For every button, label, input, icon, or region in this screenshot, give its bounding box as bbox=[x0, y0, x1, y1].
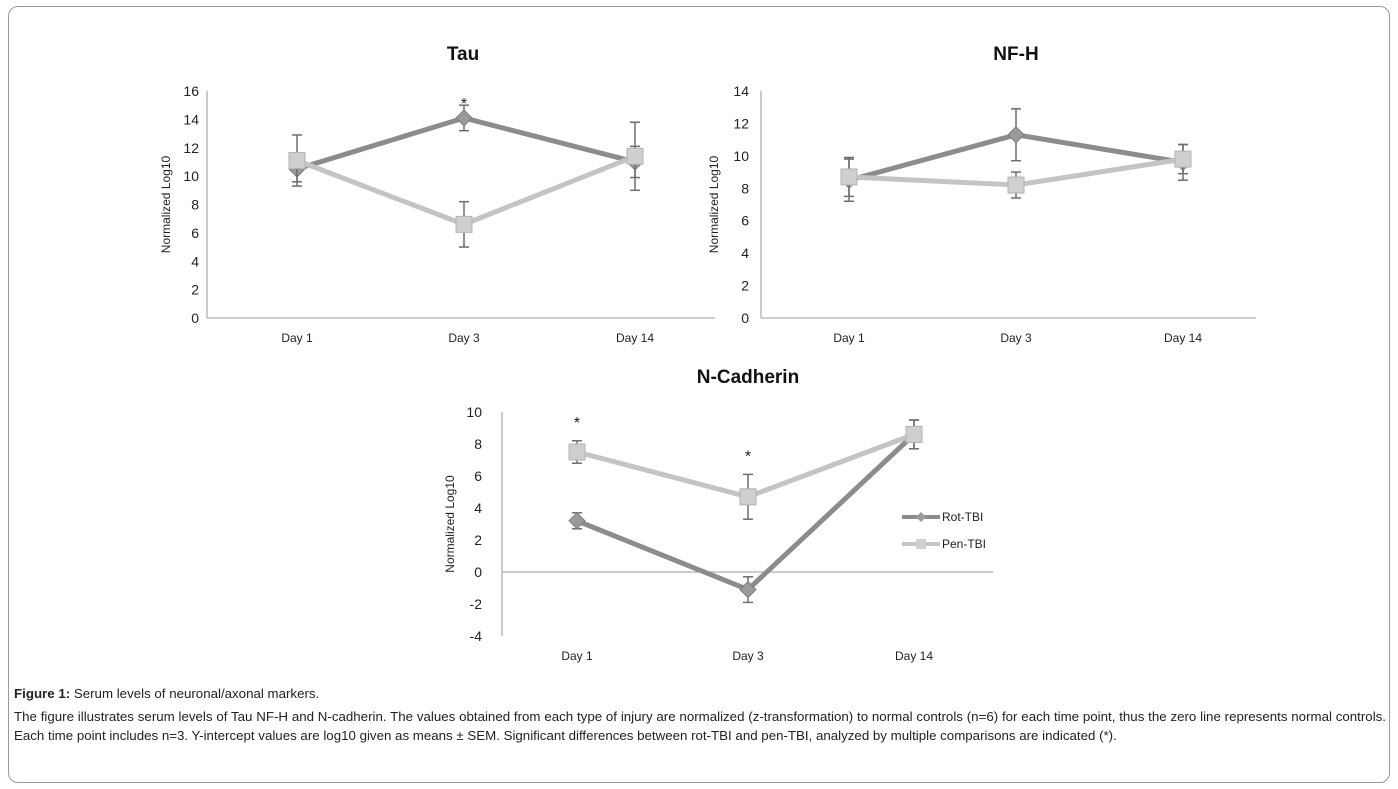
data-point bbox=[455, 215, 473, 233]
data-point bbox=[739, 488, 757, 506]
y-tick-label: 4 bbox=[474, 500, 482, 516]
x-tick-label: Day 14 bbox=[895, 649, 933, 663]
y-tick-label: 4 bbox=[191, 253, 199, 269]
legend-label: Pen-TBI bbox=[942, 537, 986, 551]
figure-frame bbox=[8, 6, 1390, 783]
y-tick-label: 0 bbox=[741, 310, 749, 326]
y-tick-label: 2 bbox=[741, 278, 749, 294]
significance-marker: * bbox=[745, 449, 751, 466]
data-point bbox=[568, 443, 586, 461]
y-tick-label: 8 bbox=[474, 436, 482, 452]
figure-caption-body: The figure illustrates serum levels of T… bbox=[14, 709, 1386, 743]
y-tick-label: 2 bbox=[191, 282, 199, 298]
y-tick-label: 4 bbox=[741, 245, 749, 261]
legend-label: Rot-TBI bbox=[942, 510, 983, 524]
y-tick-label: -4 bbox=[470, 628, 483, 644]
data-point bbox=[1007, 126, 1025, 144]
y-tick-label: 10 bbox=[183, 168, 199, 184]
y-tick-label: 0 bbox=[191, 310, 199, 326]
chart-0: Tau 0 2 4 6 8 10 12 14 16 Day 1 Day 3 Day 14 Normaliz… bbox=[159, 44, 715, 345]
y-tick-label: 6 bbox=[191, 225, 199, 241]
y-tick-label: 10 bbox=[466, 404, 482, 420]
y-tick-label: 6 bbox=[741, 213, 749, 229]
series-Pen-TBI bbox=[288, 121, 644, 248]
data-point bbox=[626, 147, 644, 165]
y-tick-label: -2 bbox=[470, 596, 483, 612]
legend-marker bbox=[916, 539, 926, 549]
x-tick-label: Day 3 bbox=[1000, 331, 1032, 345]
series-line bbox=[296, 153, 636, 227]
y-tick-label: 8 bbox=[741, 180, 749, 196]
y-axis-label: Normalized Log10 bbox=[443, 475, 457, 573]
data-point bbox=[568, 512, 586, 530]
y-axis-label: Normalized Log10 bbox=[159, 155, 173, 253]
figure-label: Figure 1: bbox=[14, 686, 71, 701]
chart-title: Tau bbox=[447, 44, 479, 65]
chart-2: N-Cadherin -4 -2 0 2 4 6 8 10 Day 1 Day 3 Day 14 Nor… bbox=[443, 367, 993, 663]
data-point bbox=[1174, 150, 1192, 168]
y-axis-label: Normalized Log10 bbox=[707, 155, 721, 253]
data-point bbox=[455, 109, 473, 127]
x-tick-label: Day 14 bbox=[616, 331, 654, 345]
x-tick-label: Day 1 bbox=[281, 331, 313, 345]
y-tick-label: 8 bbox=[191, 197, 199, 213]
data-point bbox=[739, 580, 757, 599]
chart-1: NF-H 0 2 4 6 8 10 12 14 Day 1 Day 3 Day 14 Normalize… bbox=[707, 44, 1256, 345]
y-tick-label: 14 bbox=[183, 111, 199, 127]
x-tick-label: Day 1 bbox=[833, 331, 865, 345]
x-tick-label: Day 3 bbox=[732, 649, 764, 663]
y-tick-label: 6 bbox=[474, 468, 482, 484]
significance-marker: * bbox=[574, 415, 580, 432]
series-Pen-TBI bbox=[840, 143, 1192, 199]
x-tick-label: Day 14 bbox=[1164, 331, 1202, 345]
data-point bbox=[288, 152, 306, 170]
y-tick-label: 2 bbox=[474, 532, 482, 548]
data-point bbox=[1007, 176, 1025, 194]
x-tick-label: Day 3 bbox=[448, 331, 480, 345]
series-Rot-TBI bbox=[288, 104, 644, 183]
y-tick-label: 12 bbox=[183, 140, 199, 156]
series-Rot-TBI bbox=[568, 419, 923, 604]
data-point bbox=[905, 425, 923, 443]
series-Pen-TBI bbox=[568, 419, 923, 520]
series-line bbox=[296, 115, 636, 172]
y-tick-label: 16 bbox=[183, 83, 199, 99]
x-tick-label: Day 1 bbox=[561, 649, 593, 663]
chart-title: NF-H bbox=[993, 44, 1038, 65]
data-point bbox=[840, 168, 858, 186]
figure-caption-title: Figure 1: Serum levels of neuronal/axona… bbox=[14, 684, 1386, 703]
figure-title: Serum levels of neuronal/axonal markers. bbox=[73, 686, 320, 701]
legend-marker bbox=[916, 512, 926, 522]
chart-title: N-Cadherin bbox=[697, 367, 799, 388]
y-tick-label: 12 bbox=[733, 115, 749, 131]
significance-marker: * bbox=[461, 96, 467, 113]
y-tick-label: 14 bbox=[733, 83, 749, 99]
y-tick-label: 0 bbox=[474, 564, 482, 580]
y-tick-label: 10 bbox=[733, 148, 749, 164]
legend: Rot-TBI Pen-TBI bbox=[902, 510, 986, 551]
